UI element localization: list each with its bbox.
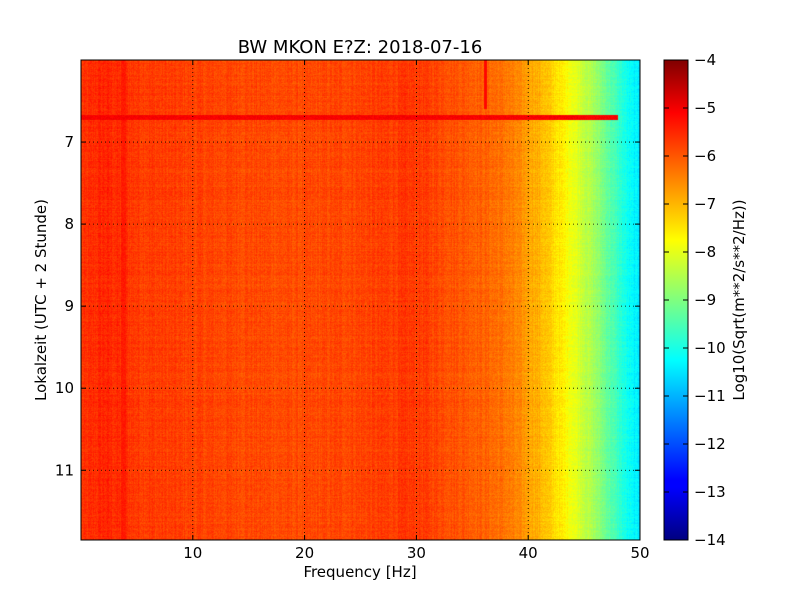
y-tick-label: 10 xyxy=(55,379,74,397)
y-tick-label: 7 xyxy=(64,133,74,151)
y-tick-label: 8 xyxy=(64,215,74,233)
colorbar-tick-label: −4 xyxy=(694,51,716,69)
colorbar-tick-label: −13 xyxy=(694,483,726,501)
x-axis: 10 20 30 40 50 xyxy=(183,60,650,562)
colorbar-tick-label: −7 xyxy=(694,195,716,213)
colorbar-ticks: −4 −5 −6 −7 −8 −9 −10 −11 −12 −13 −14 xyxy=(664,51,726,549)
colorbar-tick-label: −12 xyxy=(694,435,726,453)
colorbar-tick-label: −10 xyxy=(694,339,726,357)
x-tick-label: 30 xyxy=(407,544,426,562)
plot-frame xyxy=(80,59,641,541)
x-tick-label: 40 xyxy=(519,544,538,562)
colorbar-tick-label: −14 xyxy=(694,531,726,549)
chart-title: BW MKON E?Z: 2018-07-16 xyxy=(238,37,483,58)
y-axis-label: Lokalzeit (UTC + 2 Stunde) xyxy=(32,199,50,401)
colorbar-label: Log10(Sqrt(m**2/s**2/Hz)) xyxy=(730,199,748,400)
grid-lines xyxy=(81,60,640,540)
colorbar-tick-label: −6 xyxy=(694,147,716,165)
colorbar-tick-label: −11 xyxy=(694,387,726,405)
colorbar-tick-label: −9 xyxy=(694,291,716,309)
x-axis-label: Frequency [Hz] xyxy=(303,563,416,581)
x-tick-label: 50 xyxy=(630,544,649,562)
spectrogram-heatmap xyxy=(81,60,640,540)
y-axis: 7 8 9 10 11 xyxy=(55,133,640,479)
y-tick-label: 11 xyxy=(55,461,74,479)
x-tick-label: 20 xyxy=(295,544,314,562)
colorbar-tick-label: −8 xyxy=(694,243,716,261)
colorbar-tick-label: −5 xyxy=(694,99,716,117)
y-tick-label: 9 xyxy=(64,297,74,315)
x-tick-label: 10 xyxy=(183,544,202,562)
